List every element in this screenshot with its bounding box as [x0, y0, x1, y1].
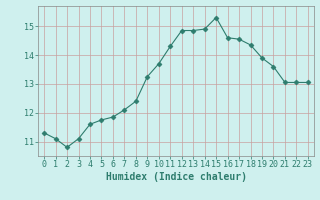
X-axis label: Humidex (Indice chaleur): Humidex (Indice chaleur) [106, 172, 246, 182]
